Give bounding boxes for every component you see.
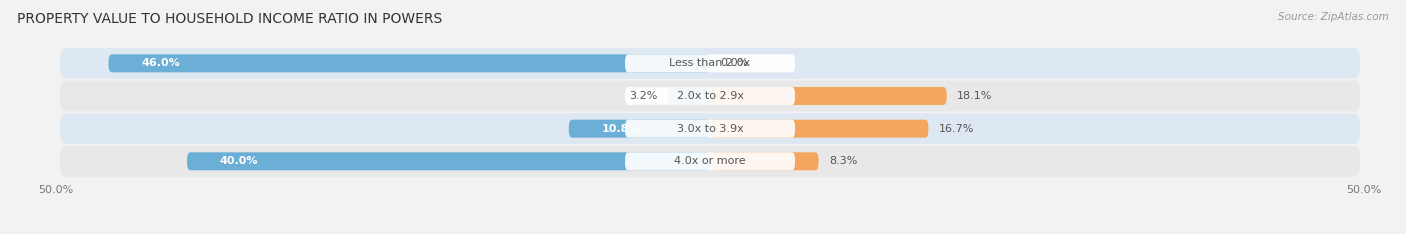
FancyBboxPatch shape bbox=[60, 81, 1360, 111]
FancyBboxPatch shape bbox=[668, 87, 710, 105]
FancyBboxPatch shape bbox=[626, 54, 794, 72]
FancyBboxPatch shape bbox=[569, 120, 710, 138]
Text: 4.0x or more: 4.0x or more bbox=[675, 156, 745, 166]
Legend: Without Mortgage, With Mortgage: Without Mortgage, With Mortgage bbox=[595, 231, 825, 234]
FancyBboxPatch shape bbox=[710, 152, 818, 170]
FancyBboxPatch shape bbox=[626, 87, 794, 105]
Text: 10.8%: 10.8% bbox=[602, 124, 640, 134]
FancyBboxPatch shape bbox=[108, 54, 710, 72]
Text: 40.0%: 40.0% bbox=[219, 156, 259, 166]
FancyBboxPatch shape bbox=[710, 87, 946, 105]
Text: Source: ZipAtlas.com: Source: ZipAtlas.com bbox=[1278, 12, 1389, 22]
Text: 0.0%: 0.0% bbox=[720, 58, 749, 68]
FancyBboxPatch shape bbox=[187, 152, 710, 170]
FancyBboxPatch shape bbox=[60, 48, 1360, 79]
Text: Less than 2.0x: Less than 2.0x bbox=[669, 58, 751, 68]
FancyBboxPatch shape bbox=[60, 113, 1360, 144]
FancyBboxPatch shape bbox=[710, 120, 928, 138]
Text: PROPERTY VALUE TO HOUSEHOLD INCOME RATIO IN POWERS: PROPERTY VALUE TO HOUSEHOLD INCOME RATIO… bbox=[17, 12, 441, 26]
FancyBboxPatch shape bbox=[626, 152, 794, 170]
Text: 46.0%: 46.0% bbox=[141, 58, 180, 68]
Text: 18.1%: 18.1% bbox=[957, 91, 993, 101]
Text: 8.3%: 8.3% bbox=[830, 156, 858, 166]
Text: 3.0x to 3.9x: 3.0x to 3.9x bbox=[676, 124, 744, 134]
Text: 3.2%: 3.2% bbox=[630, 91, 658, 101]
Text: 2.0x to 2.9x: 2.0x to 2.9x bbox=[676, 91, 744, 101]
Text: 16.7%: 16.7% bbox=[939, 124, 974, 134]
FancyBboxPatch shape bbox=[60, 146, 1360, 177]
FancyBboxPatch shape bbox=[626, 120, 794, 138]
